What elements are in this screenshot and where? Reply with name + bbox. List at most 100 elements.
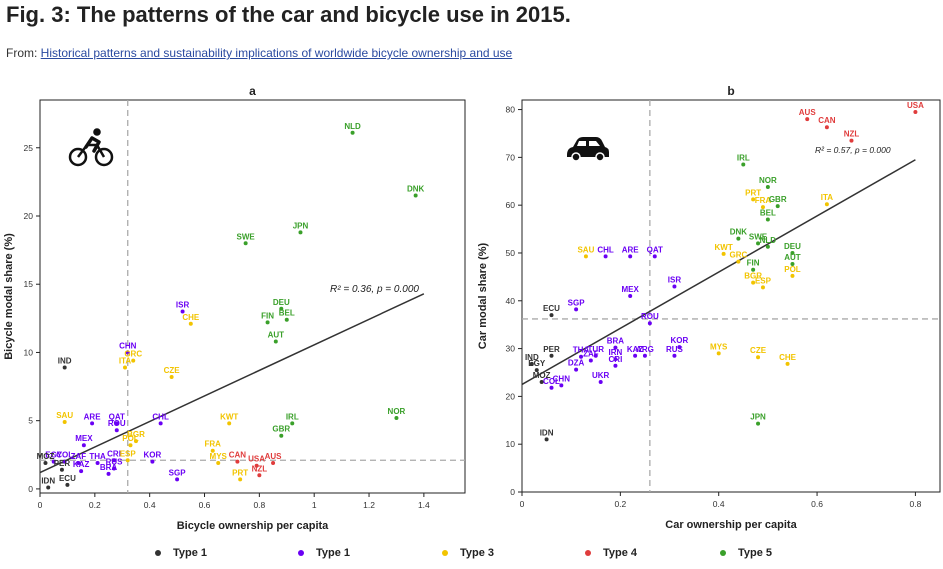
point-qat: [652, 254, 657, 259]
point-usa: [913, 109, 918, 114]
point-aus: [271, 460, 276, 465]
point-prt: [751, 197, 756, 202]
point-label-mys: MYS: [710, 342, 728, 351]
legend-item-type-3: Type 3: [442, 547, 494, 559]
point-label-cze: CZE: [164, 366, 181, 375]
point-bra: [106, 471, 111, 476]
car-x-tick-label: 0.4: [713, 499, 725, 509]
source-article-link[interactable]: Historical patterns and sustainability i…: [40, 46, 513, 60]
point-gbr: [279, 433, 284, 438]
car-y-tick-label: 60: [506, 200, 516, 210]
point-label-mys: MYS: [210, 452, 228, 461]
point-label-mex: MEX: [75, 434, 93, 443]
point-label-usa: USA: [907, 101, 924, 110]
point-label-isr: ISR: [668, 275, 682, 284]
bicycle-y-tick-label: 25: [24, 143, 34, 153]
point-label-tha: THA: [89, 452, 106, 461]
point-nor: [394, 415, 399, 420]
point-kaz: [79, 469, 84, 474]
car-y-tick-label: 50: [506, 248, 516, 258]
point-are: [628, 254, 633, 259]
point-label-dza: DZA: [568, 359, 585, 368]
bicycle-regression-annotation: R² = 0.36, p = 0.000: [330, 284, 419, 295]
point-label-isr: ISR: [176, 301, 190, 310]
point-label-moz: MOZ: [37, 452, 55, 461]
point-label-egy: EGY: [45, 451, 63, 460]
point-mys: [716, 351, 721, 356]
point-egy: [51, 459, 56, 464]
point-label-sau: SAU: [577, 245, 594, 254]
point-label-grc: GRC: [729, 251, 747, 260]
point-label-bgr: BGR: [744, 272, 762, 281]
point-label-moz: MOZ: [533, 371, 551, 380]
point-label-aut: AUT: [268, 331, 285, 340]
point-jpn: [298, 230, 303, 235]
point-label-tha: THA: [573, 346, 590, 355]
point-bel: [284, 317, 289, 322]
point-sau: [583, 254, 588, 259]
point-label-ita: ITA: [821, 193, 834, 202]
point-label-deu: DEU: [273, 298, 290, 307]
car-x-tick-label: 0: [520, 499, 525, 509]
point-aus: [805, 117, 810, 122]
point-idn: [544, 437, 549, 442]
legend-label: Type 1: [173, 547, 208, 559]
car-y-tick-label: 20: [506, 391, 516, 401]
legend-dot: [442, 550, 448, 556]
point-kwt: [721, 251, 726, 256]
point-isr: [672, 284, 677, 289]
point-qat: [114, 421, 119, 426]
point-mex: [628, 294, 633, 298]
point-label-aut: AUT: [784, 253, 801, 262]
bicycle-scatter-chart: a 0 0.2 0.4 0.6 0.8 1 1.2 1.4 0 5 10 15 20 25 Bicycle o…: [3, 84, 466, 532]
point-label-kor: KOR: [670, 336, 688, 345]
point-cri: [613, 363, 618, 368]
point-grc: [131, 358, 136, 363]
point-tha: [579, 354, 584, 359]
point-che: [785, 361, 790, 366]
point-irn: [613, 357, 618, 362]
figure-source: From: Historical patterns and sustainabi…: [6, 46, 512, 60]
point-label-are: ARE: [622, 245, 640, 254]
point-label-egy: EGY: [528, 359, 546, 368]
point-dnk: [736, 236, 741, 241]
point-label-prt: PRT: [232, 468, 248, 477]
bicycle-y-axis-label: Bicycle modal share (%): [3, 233, 15, 360]
point-fra: [210, 448, 215, 453]
point-sau: [62, 420, 67, 425]
point-label-fin: FIN: [747, 259, 760, 268]
point-label-prt: PRT: [745, 188, 761, 197]
point-label-per: PER: [543, 345, 560, 354]
point-rou: [114, 428, 119, 433]
point-ita: [824, 202, 829, 207]
point-label-irl: IRL: [286, 412, 299, 421]
point-label-nzl: NZL: [252, 464, 268, 473]
bicycle-fit-line: [39, 293, 425, 474]
point-bel: [765, 217, 770, 222]
legend-item-type-1-purple: Type 1: [298, 547, 350, 559]
car-y-axis-label: Car modal share (%): [477, 242, 489, 349]
point-label-ind: IND: [58, 356, 72, 365]
point-label-aus: AUS: [265, 452, 283, 461]
point-zaf: [588, 358, 593, 363]
point-label-dnk: DNK: [407, 185, 425, 194]
point-prt: [238, 477, 243, 482]
point-esp: [125, 458, 130, 463]
car-y-tick-label: 40: [506, 296, 516, 306]
point-label-deu: DEU: [784, 242, 801, 251]
point-label-sgp: SGP: [568, 298, 586, 307]
point-label-cri: CRI: [609, 355, 623, 364]
bicycle-x-tick-label: 1: [312, 500, 317, 510]
bicycle-wheel-rear: [68, 147, 88, 167]
point-fra: [760, 205, 765, 210]
point-label-ita: ITA: [119, 356, 132, 365]
point-col: [62, 459, 67, 464]
point-label-idn: IDN: [540, 428, 554, 437]
point-label-ecu: ECU: [59, 474, 76, 483]
point-ita: [123, 365, 127, 370]
bicycle-x-tick-label: 0: [38, 500, 43, 510]
rider-head: [93, 128, 101, 136]
point-grc: [736, 259, 741, 264]
point-nzl: [257, 473, 262, 478]
point-label-zaf: ZAF: [71, 452, 87, 461]
